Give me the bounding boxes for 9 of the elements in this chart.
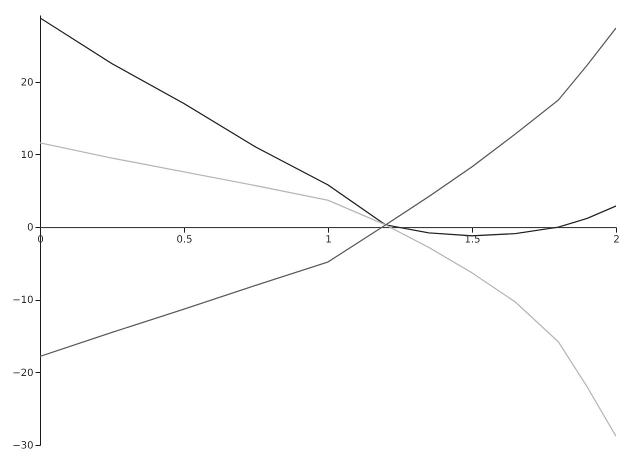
y-tick-label: −30 [12,440,34,452]
y-tick-label: −20 [12,368,34,379]
y-tick-label: 0 [27,222,34,234]
y-tick-label: 10 [20,150,34,161]
x-tick-label: 1 [325,234,332,246]
x-tick-label: 0.5 [176,234,192,246]
y-tick-label: −10 [12,295,34,306]
x-tick-label: 2 [613,234,620,246]
y-tick-label: 20 [20,77,34,88]
